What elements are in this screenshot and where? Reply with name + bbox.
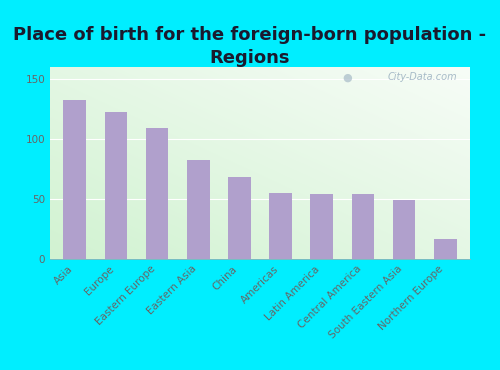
- Text: Place of birth for the foreign-born population -
Regions: Place of birth for the foreign-born popu…: [14, 26, 486, 67]
- Bar: [270, 193, 292, 259]
- Text: ●: ●: [342, 73, 351, 83]
- Bar: [310, 194, 333, 259]
- Text: City-Data.com: City-Data.com: [388, 73, 458, 83]
- Bar: [187, 160, 210, 259]
- Bar: [434, 239, 456, 259]
- Bar: [146, 128, 169, 259]
- Bar: [352, 194, 374, 259]
- Bar: [228, 177, 250, 259]
- Bar: [104, 112, 127, 259]
- Bar: [64, 100, 86, 259]
- Bar: [393, 200, 415, 259]
